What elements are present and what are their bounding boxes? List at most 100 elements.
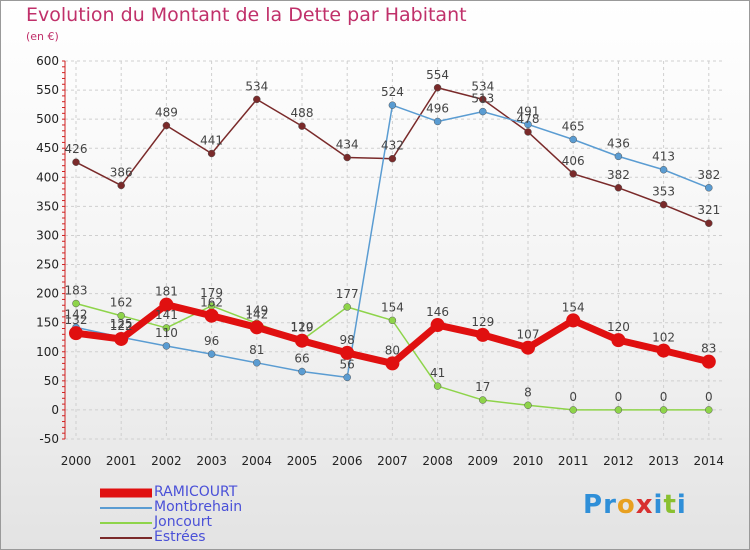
data-point-estr-es [524,128,532,136]
data-label-joncourt: 179 [200,286,223,300]
data-point-montbrehain [253,359,261,367]
data-label-ramicourt: 83 [701,342,716,356]
data-label-ramicourt: 107 [517,328,540,342]
x-tick-label: 2013 [648,454,679,468]
x-tick-label: 2002 [151,454,182,468]
data-label-ramicourt: 162 [200,296,223,310]
y-tick-label: 250 [36,258,59,272]
x-tick-label: 2012 [603,454,634,468]
y-tick-label: 300 [36,228,59,242]
data-point-ramicourt [566,313,581,328]
data-point-joncourt [524,401,532,410]
data-label-joncourt: 0 [569,390,577,404]
data-label-joncourt: 149 [245,303,268,317]
data-point-estr-es [479,95,487,104]
x-tick-label: 2003 [196,454,227,468]
data-label-joncourt: 183 [65,284,88,298]
data-label-joncourt: 154 [381,300,404,314]
data-label-ramicourt: 132 [65,313,88,327]
data-point-ramicourt [204,308,219,323]
data-point-montbrehain [207,350,216,358]
data-point-estr-es [614,184,623,192]
data-label-estr-es: 353 [652,185,675,199]
data-point-montbrehain [388,101,397,109]
data-label-estr-es: 441 [200,133,223,147]
x-tick-label: 2008 [422,454,453,468]
data-point-montbrehain [569,135,577,144]
x-tick-label: 2000 [61,454,92,468]
data-label-ramicourt: 181 [155,285,178,299]
data-point-ramicourt [159,297,174,312]
data-label-ramicourt: 98 [340,333,355,347]
data-label-estr-es: 432 [381,139,404,153]
data-point-montbrehain [162,342,171,350]
data-point-estr-es [253,95,261,104]
x-tick-label: 2006 [332,454,363,468]
data-label-ramicourt: 119 [291,321,314,335]
data-point-ramicourt [656,343,671,358]
data-label-ramicourt: 80 [385,343,400,357]
data-label-montbrehain: 436 [607,136,630,150]
data-label-estr-es: 406 [562,154,585,168]
data-point-montbrehain [659,165,668,174]
data-label-ramicourt: 122 [110,319,133,333]
data-label-ramicourt: 154 [562,300,585,314]
y-tick-label: 500 [36,112,59,126]
data-point-ramicourt [340,345,355,360]
y-tick-label: 200 [36,287,59,301]
y-tick-label: 350 [36,199,59,213]
data-label-montbrehain: 66 [294,352,309,366]
data-point-joncourt [479,396,487,404]
y-tick-label: -50 [39,432,59,446]
data-point-joncourt [162,324,171,332]
data-label-joncourt: 141 [155,308,178,322]
data-point-joncourt [388,316,397,325]
x-tick-label: 2009 [468,454,499,468]
data-point-ramicourt [475,327,490,342]
data-label-ramicourt: 129 [471,315,494,329]
data-label-estr-es: 478 [517,112,540,126]
x-tick-label: 2010 [513,454,544,468]
data-label-estr-es: 382 [607,168,630,182]
data-point-ramicourt [114,331,129,346]
data-point-joncourt [705,406,713,414]
data-label-ramicourt: 146 [426,305,449,319]
data-label-joncourt: 0 [705,390,713,404]
data-point-estr-es [72,158,80,166]
data-label-montbrehain: 96 [204,334,219,348]
data-label-montbrehain: 81 [249,343,264,357]
data-label-joncourt: 177 [336,287,359,301]
data-point-montbrehain [343,373,351,382]
data-point-ramicourt [521,340,535,355]
data-label-montbrehain: 142 [65,307,88,321]
data-label-estr-es: 489 [155,106,178,120]
data-point-estr-es [117,181,125,190]
legend-label: RAMICOURT [154,484,238,500]
data-label-ramicourt: 120 [607,320,630,334]
data-label-joncourt: 41 [430,366,445,380]
data-point-joncourt [433,382,442,390]
data-label-joncourt: 8 [524,385,532,399]
data-label-montbrehain: 56 [340,357,355,371]
data-label-montbrehain: 496 [426,101,449,115]
data-point-ramicourt [385,356,400,371]
data-point-estr-es [659,200,668,209]
x-tick-label: 2007 [377,454,408,468]
y-tick-label: 450 [36,141,59,155]
chart-subtitle: (en €) [26,30,59,43]
legend-label: Joncourt [154,514,212,530]
data-label-montbrehain: 413 [652,150,675,164]
data-point-joncourt [659,406,668,414]
data-label-montbrehain: 491 [517,104,540,118]
data-label-estr-es: 434 [336,138,359,152]
data-label-montbrehain: 513 [471,92,494,106]
data-point-montbrehain [705,184,713,192]
data-point-estr-es [569,170,577,178]
data-label-montbrehain: 125 [110,317,133,331]
data-label-montbrehain: 110 [155,326,178,340]
data-point-joncourt [569,406,577,414]
x-tick-label: 2005 [287,454,318,468]
y-tick-label: 50 [44,374,59,388]
